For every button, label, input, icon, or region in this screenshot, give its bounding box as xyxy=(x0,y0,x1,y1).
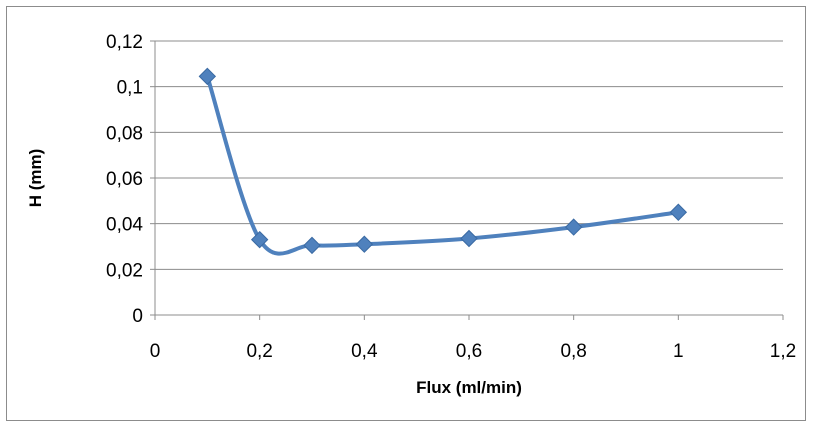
tick-labels: 0 0,02 0,04 0,06 0,08 0,1 0,12 0 0,2 0,4 0,6 0,8 1 1,… xyxy=(106,32,796,362)
gridlines xyxy=(155,40,783,270)
y-tick-label: 0,12 xyxy=(106,32,143,53)
x-tick-label: 0,2 xyxy=(246,341,272,362)
x-tick-label: 0 xyxy=(150,341,161,362)
axis-titles: Flux (ml/min) H (mm) xyxy=(26,149,522,397)
data-point-marker xyxy=(198,67,217,86)
axes xyxy=(150,40,784,320)
data-point-marker xyxy=(564,218,583,236)
y-tick-label: 0,08 xyxy=(106,123,143,144)
x-tick-label: 1 xyxy=(673,341,684,362)
y-axis-title: H (mm) xyxy=(26,149,45,208)
data-point-marker xyxy=(355,235,374,253)
x-tick-label: 0,6 xyxy=(456,341,482,362)
series-line xyxy=(205,74,681,256)
line-chart: 0 0,02 0,04 0,06 0,08 0,1 0,12 0 0,2 0,4 0,6 0,8 1 1,… xyxy=(26,32,796,397)
data-point-marker xyxy=(250,230,269,249)
x-tick-label: 0,8 xyxy=(560,341,586,362)
x-axis-title: Flux (ml/min) xyxy=(416,378,522,397)
chart-area: 0 0,02 0,04 0,06 0,08 0,1 0,12 0 0,2 0,4 0,6 0,8 1 1,… xyxy=(6,6,806,421)
series xyxy=(198,67,688,256)
x-tick-label: 0,4 xyxy=(351,341,378,362)
y-tick-label: 0,04 xyxy=(106,215,143,236)
y-tick-label: 0,06 xyxy=(106,169,143,190)
data-point-marker xyxy=(303,236,321,255)
x-tick-label: 1,2 xyxy=(770,341,796,362)
y-tick-label: 0,02 xyxy=(106,260,143,281)
y-tick-label: 0,1 xyxy=(117,78,143,99)
y-tick-label: 0 xyxy=(132,306,143,327)
data-point-marker xyxy=(460,229,478,248)
data-point-marker xyxy=(669,203,688,221)
